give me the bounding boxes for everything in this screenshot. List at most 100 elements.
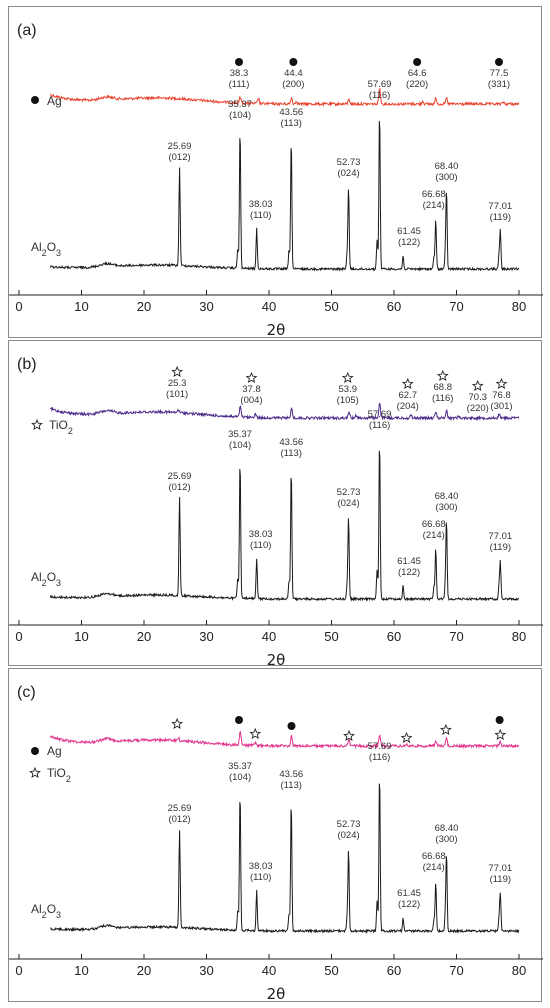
peak-hkl: (110) [250, 540, 271, 551]
x-axis-label: 2θ [267, 321, 286, 339]
tio2-peak-star [494, 728, 507, 740]
x-tick-label: 40 [262, 299, 276, 314]
peak-label: 53.9 [339, 384, 358, 395]
peak-label: 44.4 [284, 68, 303, 79]
peak-hkl: (214) [423, 200, 445, 211]
ag-peak-dot [235, 716, 243, 724]
peak-hkl: (110) [250, 210, 271, 221]
peak-label: 61.45 [397, 556, 421, 567]
peak-label: 68.40 [435, 823, 459, 834]
series-line-top [49, 730, 520, 750]
xrd-chart-b: (b)25.69(012)35.37(104)38.03(110)43.56(1… [9, 356, 543, 667]
x-tick-label: 30 [199, 963, 213, 978]
peak-hkl: (220) [467, 403, 489, 414]
legend-star-icon [29, 766, 41, 778]
peak-hkl: (301) [490, 401, 512, 412]
series-line-al2o3 [49, 120, 520, 272]
peak-label: 25.3 [168, 378, 187, 389]
peak-hkl: (122) [398, 237, 420, 248]
tio2-peak-star [400, 731, 413, 743]
peak-hkl: (004) [240, 395, 262, 406]
peak-label: 35.37 [228, 429, 252, 440]
peak-hkl: (200) [282, 79, 304, 90]
legend-label-ag: Ag [47, 94, 62, 108]
x-tick-label: 30 [199, 299, 213, 314]
legend-dot-icon [31, 96, 39, 104]
x-axis-label: 2θ [267, 651, 286, 667]
x-tick-label: 10 [74, 299, 88, 314]
peak-label: 57.69 [368, 741, 392, 752]
peak-hkl: (104) [229, 440, 251, 451]
series-line-al2o3 [50, 783, 520, 934]
peak-hkl: (024) [337, 168, 359, 179]
peak-label: 57.69 [368, 79, 392, 90]
peak-hkl: (113) [281, 118, 302, 129]
tio2-peak-star [495, 377, 508, 389]
peak-label: 25.69 [168, 803, 192, 814]
series-line-al2o3 [49, 450, 520, 602]
tio2-peak-star [471, 379, 484, 391]
xrd-panel-c: (c) 25.69 (012) 35.37 (104) 38.03 (110) 43.56 (1… [8, 668, 543, 1003]
legend-label-ag: Ag [47, 744, 62, 758]
ag-peak-dot [235, 58, 243, 66]
x-tick-label: 70 [449, 299, 463, 314]
peak-hkl: (300) [435, 834, 457, 845]
xrd-chart-a: (a)25.69(012)35.37(104)38.03(110)43.56(1… [9, 22, 543, 339]
peak-label: 77.01 [488, 863, 512, 874]
x-tick-label: 10 [74, 963, 88, 978]
peak-label: 61.45 [397, 226, 421, 237]
peak-hkl: (012) [168, 152, 190, 163]
peak-hkl: (116) [369, 420, 390, 431]
peak-label: 25.69 [168, 141, 192, 152]
plot-area: (b)25.69(012)35.37(104)38.03(110)43.56(1… [9, 356, 543, 667]
x-tick-label: 50 [324, 299, 338, 314]
peak-hkl: (105) [337, 395, 359, 406]
ag-peak-dot [495, 716, 504, 724]
peak-hkl: (113) [281, 780, 302, 791]
x-tick-label: 20 [137, 299, 151, 314]
peak-hkl: (024) [337, 830, 359, 841]
peak-label: 38.03 [249, 529, 273, 540]
legend-dot-icon [31, 747, 39, 755]
peak-hkl: (116) [369, 752, 390, 763]
ag-peak-dot [289, 58, 298, 66]
x-tick-label: 60 [387, 629, 401, 644]
x-tick-label: 0 [15, 299, 22, 314]
peak-label: 43.56 [279, 437, 303, 448]
x-tick-label: 60 [387, 963, 401, 978]
ag-peak-dot [287, 722, 296, 730]
x-tick-label: 10 [74, 629, 88, 644]
peak-label: 77.01 [488, 201, 512, 212]
x-tick-label: 20 [137, 963, 151, 978]
peak-label: 61.45 [397, 888, 421, 899]
peak-hkl: (214) [423, 530, 445, 541]
x-tick-label: 0 [15, 963, 22, 978]
panel-label: (b) [17, 356, 37, 373]
peak-hkl: (104) [229, 110, 251, 121]
series-label-al2o3: Al2O3 [31, 902, 61, 920]
peak-label: 52.73 [337, 487, 361, 498]
peak-label: 43.56 [279, 107, 303, 118]
series-line-top [50, 402, 520, 421]
peak-hkl: (119) [490, 874, 511, 885]
peak-hkl: (300) [435, 502, 457, 513]
x-tick-label: 40 [262, 629, 276, 644]
peak-label: 57.69 [368, 409, 392, 420]
peak-label: 62.7 [399, 390, 418, 401]
peak-label: 38.03 [249, 199, 273, 210]
peak-label: 38.3 [230, 68, 249, 79]
tio2-peak-star [401, 377, 414, 389]
tio2-peak-star [436, 369, 449, 381]
peak-label: 66.68 [422, 519, 446, 530]
tio2-peak-star [343, 729, 355, 741]
peak-label: 35.37 [228, 99, 252, 110]
x-tick-label: 20 [137, 629, 151, 644]
tio2-peak-star [249, 727, 262, 739]
peak-label: 64.6 [408, 68, 427, 79]
peak-hkl: (101) [166, 389, 188, 400]
peak-label: 66.68 [422, 189, 446, 200]
peak-label: 77.5 [490, 68, 509, 79]
x-tick-label: 30 [199, 629, 213, 644]
legend-star-icon [31, 418, 43, 430]
series-label-al2o3: Al2O3 [31, 240, 61, 258]
